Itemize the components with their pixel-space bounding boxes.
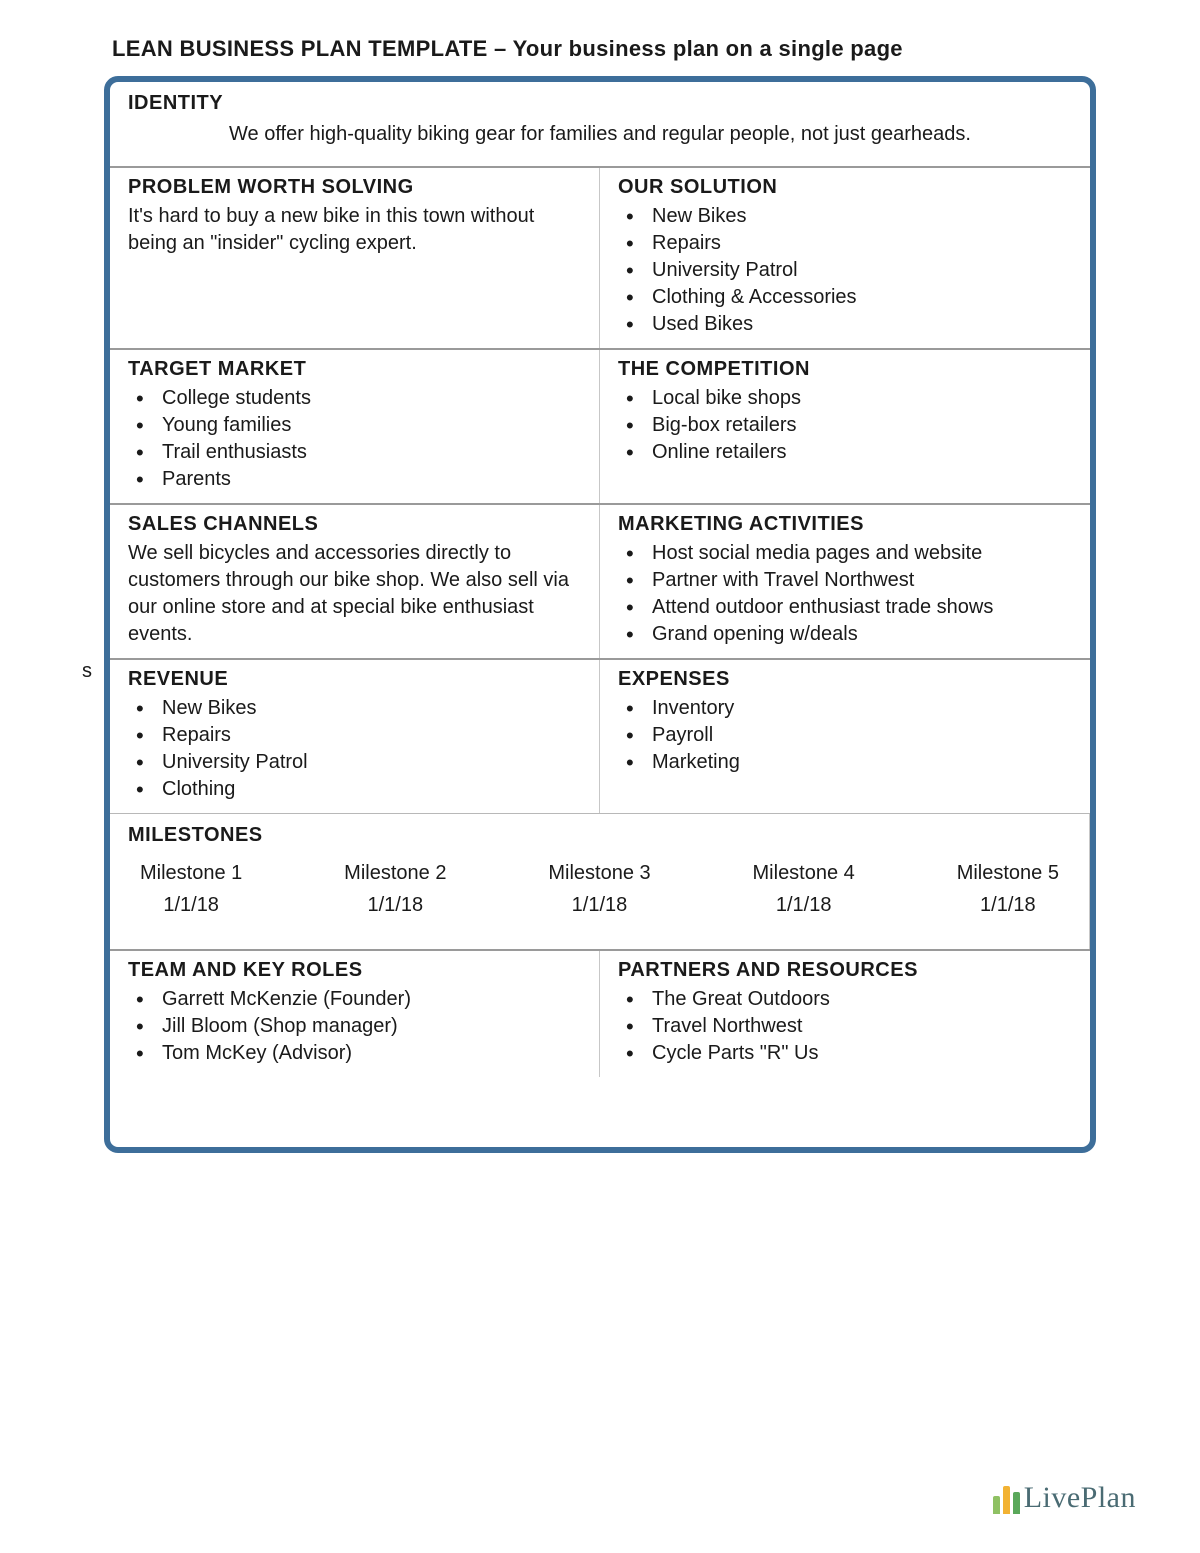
bottom-padding [110, 1077, 1090, 1147]
list-item: Young families [136, 412, 581, 439]
competition-heading: THE COMPETITION [618, 358, 1072, 381]
solution-list: New Bikes Repairs University Patrol Clot… [618, 203, 1072, 338]
stray-character: s [82, 660, 92, 683]
milestone-item: Milestone 1 1/1/18 [140, 857, 242, 921]
milestone-item: Milestone 2 1/1/18 [344, 857, 446, 921]
team-heading: TEAM AND KEY ROLES [128, 959, 581, 982]
target-list: College students Young families Trail en… [128, 385, 581, 493]
plan-canvas: IDENTITY We offer high-quality biking ge… [104, 76, 1096, 1153]
solution-heading: OUR SOLUTION [618, 176, 1072, 199]
sales-text: We sell bicycles and accessories directl… [128, 540, 581, 648]
list-item: The Great Outdoors [626, 986, 1072, 1013]
list-item: University Patrol [136, 749, 581, 776]
competition-section: THE COMPETITION Local bike shops Big-box… [600, 350, 1090, 503]
list-item: Clothing [136, 776, 581, 803]
list-item: Jill Bloom (Shop manager) [136, 1013, 581, 1040]
milestone-date: 1/1/18 [753, 889, 855, 921]
list-item: Cycle Parts "R" Us [626, 1040, 1072, 1067]
partners-section: PARTNERS AND RESOURCES The Great Outdoor… [600, 951, 1090, 1077]
sales-heading: SALES CHANNELS [128, 513, 581, 536]
list-item: Big-box retailers [626, 412, 1072, 439]
milestone-item: Milestone 3 1/1/18 [548, 857, 650, 921]
list-item: Repairs [136, 722, 581, 749]
identity-text: We offer high-quality biking gear for fa… [128, 119, 1072, 152]
list-item: Travel Northwest [626, 1013, 1072, 1040]
logo-bars-icon [993, 1482, 1020, 1514]
list-item: University Patrol [626, 257, 1072, 284]
problem-text: It's hard to buy a new bike in this town… [128, 203, 581, 257]
list-item: Parents [136, 466, 581, 493]
partners-list: The Great Outdoors Travel Northwest Cycl… [618, 986, 1072, 1067]
expenses-heading: EXPENSES [618, 668, 1072, 691]
marketing-heading: MARKETING ACTIVITIES [618, 513, 1072, 536]
milestone-date: 1/1/18 [548, 889, 650, 921]
target-market-section: TARGET MARKET College students Young fam… [110, 350, 600, 503]
list-item: Marketing [626, 749, 1072, 776]
list-item: Clothing & Accessories [626, 284, 1072, 311]
milestone-label: Milestone 5 [957, 857, 1059, 889]
target-heading: TARGET MARKET [128, 358, 581, 381]
milestones-heading: MILESTONES [128, 824, 1071, 847]
list-item: New Bikes [136, 695, 581, 722]
milestone-item: Milestone 5 1/1/18 [957, 857, 1059, 921]
milestone-label: Milestone 2 [344, 857, 446, 889]
revenue-heading: REVENUE [128, 668, 581, 691]
milestone-label: Milestone 4 [753, 857, 855, 889]
list-item: Host social media pages and website [626, 540, 1072, 567]
milestone-label: Milestone 1 [140, 857, 242, 889]
solution-section: OUR SOLUTION New Bikes Repairs Universit… [600, 168, 1090, 348]
partners-heading: PARTNERS AND RESOURCES [618, 959, 1072, 982]
milestones-grid: Milestone 1 1/1/18 Milestone 2 1/1/18 Mi… [128, 851, 1071, 921]
marketing-list: Host social media pages and website Part… [618, 540, 1072, 648]
revenue-expenses-row: REVENUE New Bikes Repairs University Pat… [110, 660, 1090, 813]
list-item: Inventory [626, 695, 1072, 722]
milestone-label: Milestone 3 [548, 857, 650, 889]
list-item: Local bike shops [626, 385, 1072, 412]
page-title: LEAN BUSINESS PLAN TEMPLATE – Your busin… [0, 0, 1200, 76]
milestone-date: 1/1/18 [957, 889, 1059, 921]
list-item: New Bikes [626, 203, 1072, 230]
list-item: Grand opening w/deals [626, 621, 1072, 648]
revenue-list: New Bikes Repairs University Patrol Clot… [128, 695, 581, 803]
milestone-date: 1/1/18 [140, 889, 242, 921]
expenses-list: Inventory Payroll Marketing [618, 695, 1072, 776]
problem-solution-row: PROBLEM WORTH SOLVING It's hard to buy a… [110, 168, 1090, 348]
team-partners-row: TEAM AND KEY ROLES Garrett McKenzie (Fou… [110, 951, 1090, 1077]
competition-list: Local bike shops Big-box retailers Onlin… [618, 385, 1072, 466]
milestone-date: 1/1/18 [344, 889, 446, 921]
target-competition-row: TARGET MARKET College students Young fam… [110, 350, 1090, 503]
logo-text: LivePlan [1024, 1481, 1136, 1515]
list-item: College students [136, 385, 581, 412]
team-list: Garrett McKenzie (Founder) Jill Bloom (S… [128, 986, 581, 1067]
identity-section: IDENTITY We offer high-quality biking ge… [110, 82, 1090, 166]
liveplan-logo: LivePlan [993, 1481, 1136, 1515]
problem-heading: PROBLEM WORTH SOLVING [128, 176, 581, 199]
list-item: Used Bikes [626, 311, 1072, 338]
list-item: Partner with Travel Northwest [626, 567, 1072, 594]
team-section: TEAM AND KEY ROLES Garrett McKenzie (Fou… [110, 951, 600, 1077]
list-item: Repairs [626, 230, 1072, 257]
list-item: Online retailers [626, 439, 1072, 466]
revenue-section: REVENUE New Bikes Repairs University Pat… [110, 660, 600, 813]
list-item: Garrett McKenzie (Founder) [136, 986, 581, 1013]
milestone-item: Milestone 4 1/1/18 [753, 857, 855, 921]
identity-heading: IDENTITY [128, 92, 1072, 115]
list-item: Payroll [626, 722, 1072, 749]
list-item: Attend outdoor enthusiast trade shows [626, 594, 1072, 621]
sales-channels-section: SALES CHANNELS We sell bicycles and acce… [110, 505, 600, 658]
marketing-section: MARKETING ACTIVITIES Host social media p… [600, 505, 1090, 658]
milestones-section: MILESTONES Milestone 1 1/1/18 Milestone … [110, 814, 1090, 949]
list-item: Tom McKey (Advisor) [136, 1040, 581, 1067]
sales-marketing-row: SALES CHANNELS We sell bicycles and acce… [110, 505, 1090, 658]
list-item: Trail enthusiasts [136, 439, 581, 466]
problem-section: PROBLEM WORTH SOLVING It's hard to buy a… [110, 168, 600, 348]
expenses-section: EXPENSES Inventory Payroll Marketing [600, 660, 1090, 813]
